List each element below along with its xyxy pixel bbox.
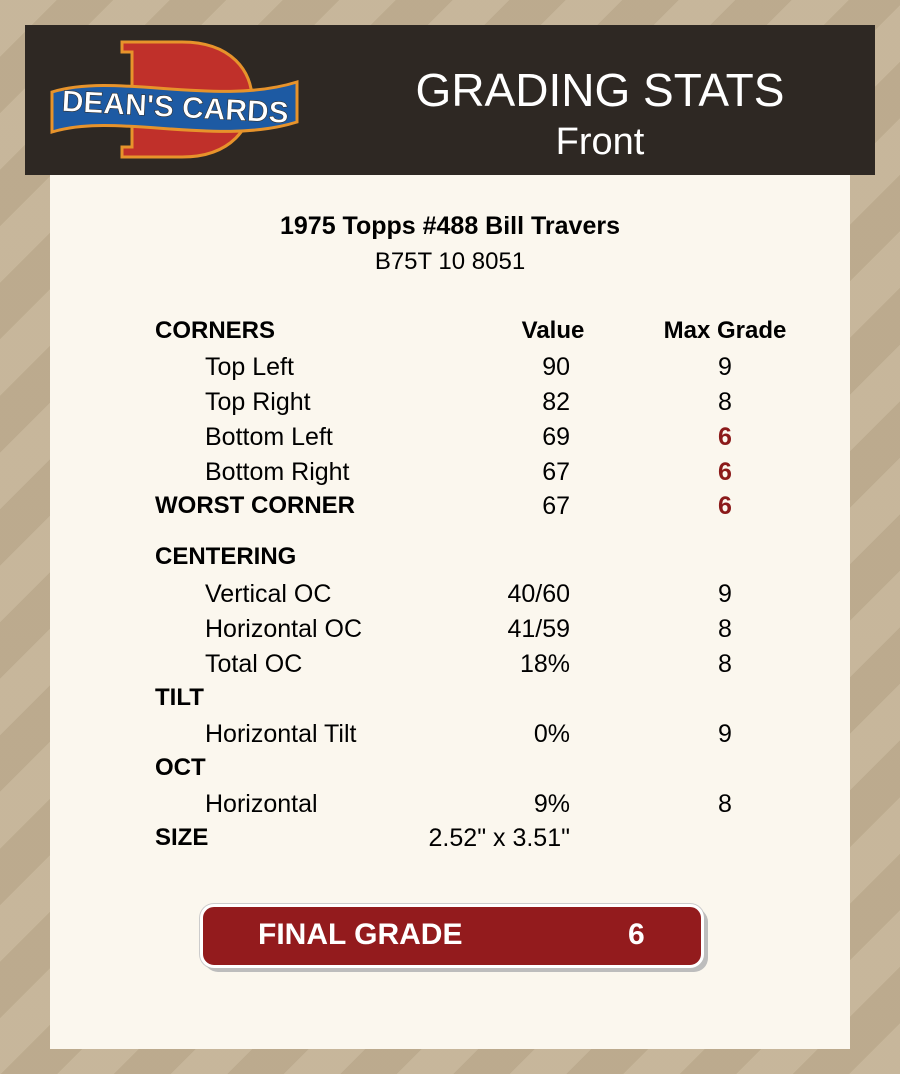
row-label: Vertical OC xyxy=(205,580,332,608)
row-label: Horizontal OC xyxy=(205,615,362,643)
stats-panel xyxy=(50,175,850,1049)
row-grade: 6 xyxy=(718,423,732,451)
row-label: Horizontal xyxy=(205,790,318,818)
value-column-header: Value xyxy=(521,317,585,344)
final-grade-value: 6 xyxy=(628,918,645,951)
max-grade-column-header: Max Grade xyxy=(663,317,787,344)
row-value: 82 xyxy=(542,388,570,416)
header-bar: DEAN'S CARDS GRADING STATS Front xyxy=(25,25,875,175)
row-grade: 8 xyxy=(718,388,732,416)
centering-heading: CENTERING xyxy=(155,543,297,570)
row-label: Bottom Right xyxy=(205,458,350,486)
tilt-heading: TILT xyxy=(155,684,204,711)
row-label: WORST CORNER xyxy=(155,492,355,519)
row-label: Top Left xyxy=(205,353,294,381)
page-title: GRADING STATS xyxy=(415,64,785,116)
row-grade: 8 xyxy=(718,615,732,643)
row-value: 90 xyxy=(542,353,570,381)
final-grade-banner: FINAL GRADE 6 xyxy=(200,904,704,968)
row-value: 69 xyxy=(542,423,570,451)
row-grade: 8 xyxy=(718,650,732,678)
size-value: 2.52" x 3.51" xyxy=(428,824,570,852)
page-subtitle: Front xyxy=(555,121,645,163)
row-grade: 6 xyxy=(718,458,732,486)
row-label: Bottom Left xyxy=(205,423,333,451)
row-value: 41/59 xyxy=(507,615,570,643)
row-grade: 6 xyxy=(718,492,732,520)
row-value: 9% xyxy=(533,790,570,818)
card-code: B75T 10 8051 xyxy=(374,248,526,275)
row-value: 67 xyxy=(542,458,570,486)
oct-heading: OCT xyxy=(155,754,206,781)
row-grade: 9 xyxy=(718,353,732,381)
corners-heading: CORNERS xyxy=(155,317,276,344)
size-heading: SIZE xyxy=(155,824,209,851)
final-grade-label: FINAL GRADE xyxy=(258,918,463,951)
row-value: 18% xyxy=(519,650,570,678)
row-value: 40/60 xyxy=(507,580,570,608)
row-label: Total OC xyxy=(205,650,303,678)
row-grade: 8 xyxy=(718,790,732,818)
row-value: 67 xyxy=(542,492,570,520)
card-name: 1975 Topps #488 Bill Travers xyxy=(279,212,620,240)
deans-cards-logo: DEAN'S CARDS xyxy=(50,40,299,159)
row-grade: 9 xyxy=(718,580,732,608)
row-label: Top Right xyxy=(205,388,311,416)
row-grade: 9 xyxy=(718,720,732,748)
row-value: 0% xyxy=(533,720,570,748)
row-label: Horizontal Tilt xyxy=(205,720,357,748)
